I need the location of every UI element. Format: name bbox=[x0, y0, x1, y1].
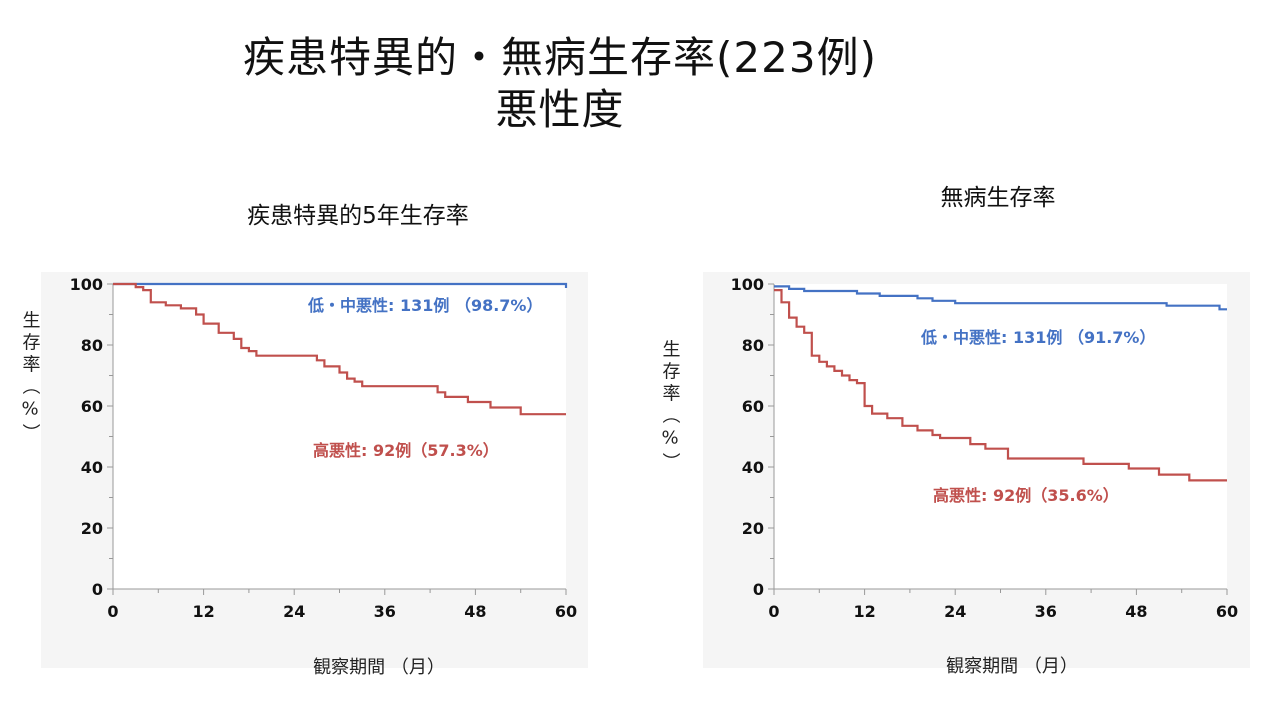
x-tick-label: 12 bbox=[853, 602, 875, 621]
y-tick-label: 60 bbox=[81, 397, 103, 416]
y-axis-title: 生存率（%） bbox=[660, 339, 681, 474]
x-tick-label: 36 bbox=[1035, 602, 1057, 621]
x-tick-label: 60 bbox=[1216, 602, 1238, 621]
x-tick-label: 48 bbox=[464, 602, 486, 621]
x-axis-title: 観察期間 （月） bbox=[313, 657, 445, 678]
x-axis-title: 観察期間 （月） bbox=[946, 656, 1078, 677]
series-line-low-mid bbox=[774, 285, 1227, 311]
y-tick-label: 0 bbox=[753, 580, 764, 599]
x-tick-label: 60 bbox=[555, 602, 577, 621]
x-tick-label: 24 bbox=[283, 602, 305, 621]
series-line-low-mid bbox=[113, 282, 568, 288]
y-axis-title: 生存率（%） bbox=[20, 310, 41, 445]
series-line-high bbox=[774, 289, 1227, 482]
slide-title-line1: 疾患特異的・無病生存率(223例) bbox=[243, 33, 877, 82]
y-tick-label: 100 bbox=[70, 275, 103, 294]
chart-2: 0 20 40 60 80 100 0 12 24 36 48 60 観察期間 （月） 生存率（%） 低・中… bbox=[660, 272, 1250, 677]
y-tick-label: 100 bbox=[731, 275, 764, 294]
y-tick-label: 40 bbox=[81, 458, 103, 477]
y-tick-label: 0 bbox=[92, 580, 103, 599]
y-tick-label: 20 bbox=[742, 519, 764, 538]
x-tick-label: 48 bbox=[1125, 602, 1147, 621]
chart-1: 0 20 40 60 80 100 0 12 24 36 48 60 観察期間 （月） 生存率（%） 低・中… bbox=[20, 272, 588, 678]
y-tick-label: 80 bbox=[742, 336, 764, 355]
chart-title-disease-free: 無病生存率 bbox=[940, 185, 1056, 211]
series-line-high bbox=[113, 282, 566, 416]
x-tick-label: 12 bbox=[192, 602, 214, 621]
slide-title-line2: 悪性度 bbox=[495, 85, 625, 134]
y-tick-label: 80 bbox=[81, 336, 103, 355]
y-tick-label: 60 bbox=[742, 397, 764, 416]
series-label-high: 高悪性: 92例（57.3%） bbox=[313, 441, 499, 460]
chart-title-disease-specific: 疾患特異的5年生存率 bbox=[247, 203, 469, 229]
series-label-high: 高悪性: 92例（35.6%） bbox=[933, 486, 1119, 505]
plot-area bbox=[113, 284, 566, 589]
y-tick-label: 20 bbox=[81, 519, 103, 538]
x-tick-label: 36 bbox=[374, 602, 396, 621]
y-tick-label: 40 bbox=[742, 458, 764, 477]
x-tick-label: 24 bbox=[944, 602, 966, 621]
x-tick-label: 0 bbox=[768, 602, 779, 621]
plot-area bbox=[774, 284, 1227, 589]
x-tick-label: 0 bbox=[107, 602, 118, 621]
series-label-low-mid: 低・中悪性: 131例 （98.7%） bbox=[307, 296, 542, 315]
series-label-low-mid: 低・中悪性: 131例 （91.7%） bbox=[920, 328, 1155, 347]
